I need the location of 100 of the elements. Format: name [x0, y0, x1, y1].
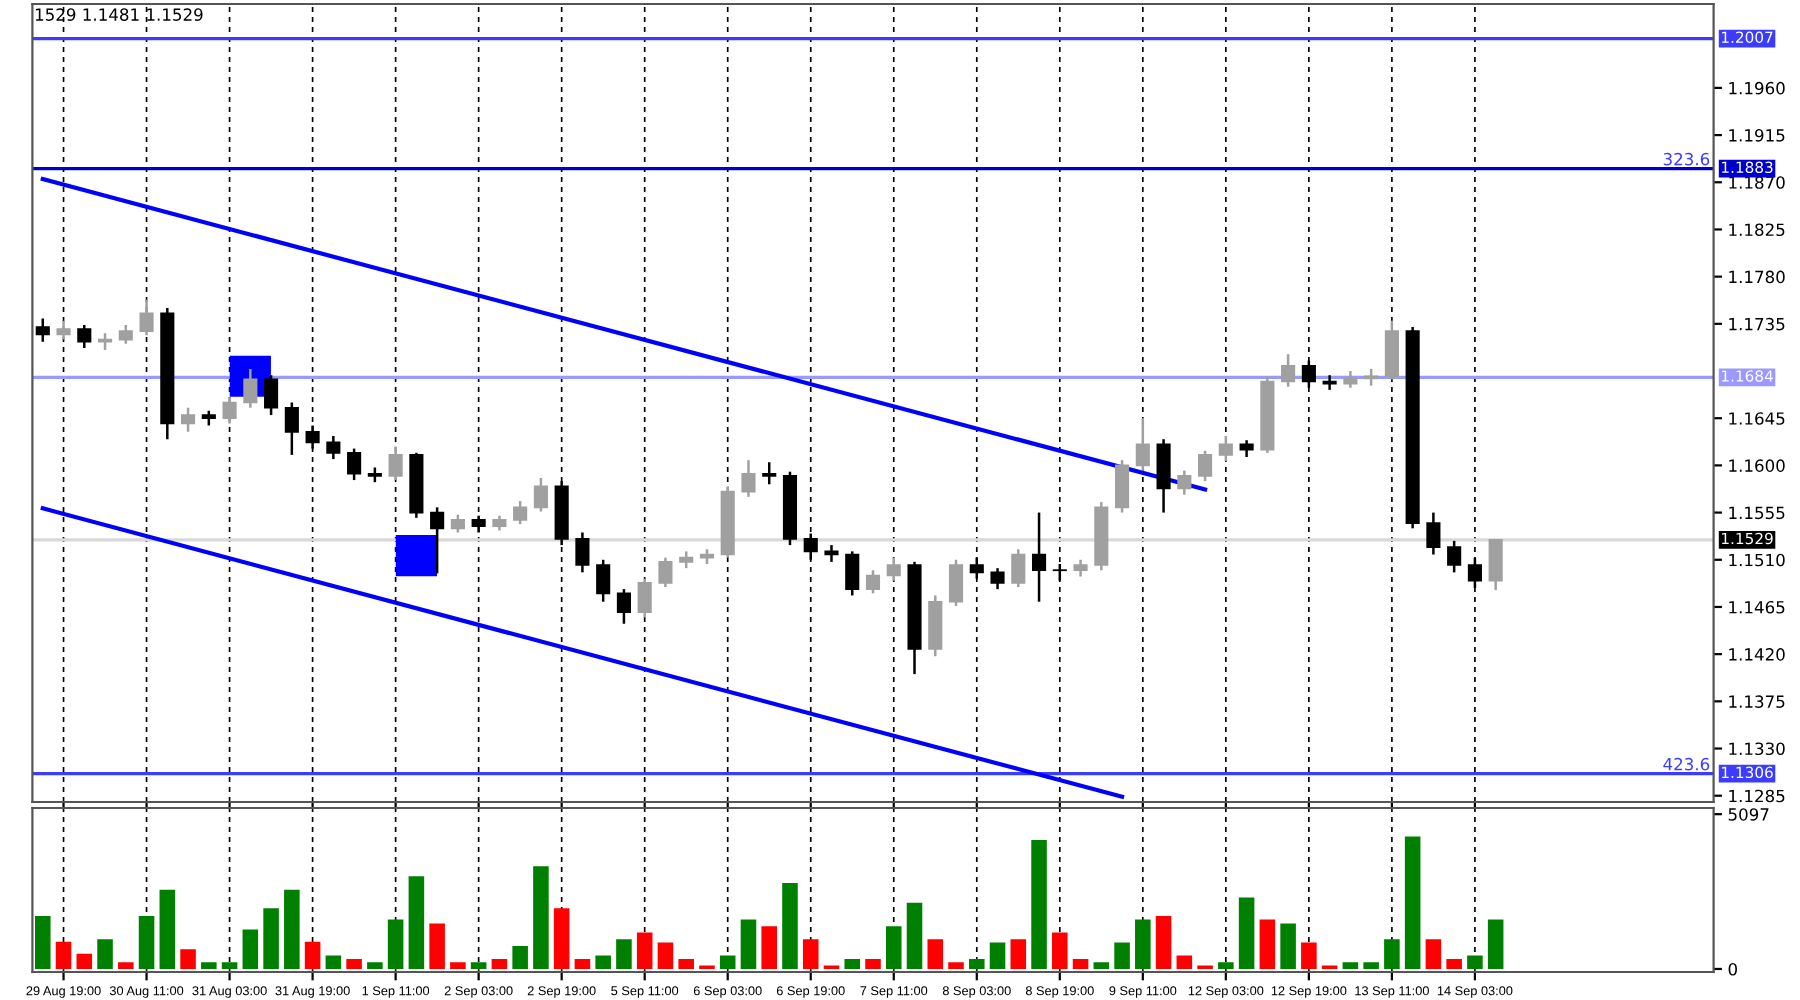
bar: [1280, 923, 1296, 969]
bar: [989, 942, 1006, 969]
bar: [906, 902, 923, 969]
candlestick: [990, 566, 1005, 591]
bar: [657, 942, 674, 969]
bar: [367, 962, 383, 969]
bar: [616, 939, 632, 969]
candlestick: [1488, 538, 1503, 592]
bar: [1218, 962, 1234, 969]
candlestick: [1156, 437, 1171, 514]
bar: [948, 962, 964, 969]
bar: [553, 908, 570, 969]
candlestick: [77, 323, 92, 350]
y-tick-label: 1.1600: [1729, 459, 1785, 472]
y-tick-label: 1.1420: [1729, 648, 1785, 661]
bar: [1155, 916, 1172, 969]
candlestick: [139, 298, 154, 337]
candlestick: [1011, 548, 1026, 589]
candlestick: [928, 594, 943, 658]
bar: [512, 945, 528, 969]
bar: [1467, 955, 1483, 969]
candlestick: [56, 319, 71, 341]
bar: [719, 955, 736, 969]
bar: [304, 941, 321, 969]
bar: [595, 955, 611, 969]
bar: [1176, 955, 1193, 969]
candlestick: [886, 556, 901, 582]
candlestick: [118, 323, 133, 345]
bar: [1259, 919, 1276, 969]
bar: [968, 958, 985, 969]
bar: [470, 962, 487, 969]
y-tick-label: 1.1465: [1729, 600, 1785, 614]
candlestick: [181, 406, 196, 434]
bar: [1093, 962, 1110, 969]
bar: [346, 958, 362, 969]
bar: [408, 876, 425, 969]
bar: [1010, 939, 1027, 969]
candlestick: [575, 531, 590, 574]
annotation: 323.6: [1663, 152, 1710, 166]
y-tick-label: 1.1645: [1729, 412, 1785, 425]
y-tick-label: 1.1375: [1729, 695, 1785, 708]
bar: [138, 916, 155, 969]
candlestick: [1198, 449, 1213, 483]
bar: [221, 962, 238, 969]
candlestick: [948, 558, 964, 608]
bar: [574, 958, 591, 969]
candlestick: [284, 401, 299, 457]
y-tick-label: 1.1555: [1729, 506, 1785, 520]
bar: [325, 955, 342, 969]
candlestick: [596, 558, 611, 603]
bar: [1487, 919, 1504, 969]
candlestick: [1384, 319, 1399, 381]
bar: [1363, 962, 1379, 969]
candlestick: [845, 550, 860, 597]
bar: [1342, 962, 1359, 969]
bar: [802, 939, 819, 969]
bar: [1072, 958, 1089, 969]
bar: [1052, 932, 1068, 969]
candlestick: [533, 476, 548, 513]
bar: [387, 919, 404, 969]
bar: [429, 923, 445, 969]
bar: [740, 919, 757, 969]
candlestick: [1177, 469, 1192, 496]
bar: [284, 889, 300, 969]
candlestick: [1447, 539, 1462, 574]
bar: [263, 908, 279, 969]
candlestick: [1135, 416, 1150, 472]
y-tick-label: 1.1510: [1729, 553, 1785, 567]
bar: [636, 932, 653, 969]
candlestick: [1218, 434, 1233, 463]
candlestick: [1031, 511, 1047, 603]
y-tick-label: 1.1915: [1729, 129, 1785, 142]
bar: [927, 939, 944, 969]
bar: [180, 949, 196, 969]
candlestick: [824, 543, 839, 564]
bar: [533, 866, 549, 969]
bar: [1404, 836, 1421, 969]
bar: [1238, 897, 1255, 969]
bar: [242, 929, 259, 969]
candlestick: [326, 434, 341, 461]
candlestick: [222, 395, 237, 425]
bar: [1301, 942, 1317, 969]
candlestick: [264, 373, 279, 417]
y-tick-label: 1.1825: [1729, 223, 1785, 237]
y-tick-label: 1.1780: [1729, 270, 1785, 284]
candlestick: [762, 461, 777, 486]
bar: [450, 962, 466, 969]
candlestick: [347, 447, 362, 482]
y-tick-label: 5097: [1728, 808, 1769, 821]
bar: [885, 926, 902, 969]
y-tick-label: 1.1960: [1729, 81, 1785, 95]
candlestick: [430, 506, 445, 575]
candlestick: [1115, 458, 1130, 514]
bar: [782, 883, 798, 969]
y-tick-label: 1.1735: [1729, 317, 1785, 331]
candlestick: [658, 556, 673, 589]
annotation: 423.6: [1663, 757, 1710, 771]
bar: [76, 953, 93, 969]
bar: [1114, 942, 1130, 969]
candlestick: [1426, 511, 1441, 556]
